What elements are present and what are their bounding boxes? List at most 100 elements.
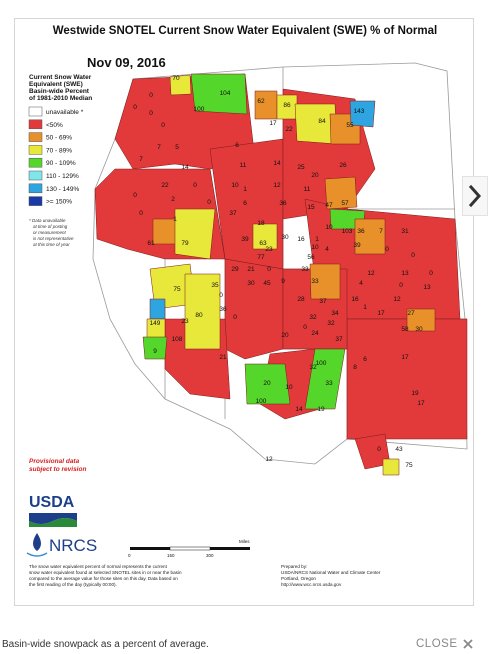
legend-swatch: [28, 119, 43, 130]
basin-region-yellow-or2: [174, 208, 216, 260]
basin-region-green-az1: [244, 363, 291, 405]
basin-value-label: 6: [235, 142, 239, 149]
legend-items: unavailable * <50% 50 - 69% 70 - 89% 90 - 10…: [28, 106, 84, 206]
legend: Current Snow Water Equivalent (SWE) Basi…: [28, 74, 92, 247]
basin-value-label: 36: [219, 306, 227, 313]
basin-region-red-co: [346, 318, 468, 440]
basin-value-label: 30: [415, 326, 423, 333]
basin-region-orange-mt1: [254, 90, 278, 120]
basin-value-label: 21: [247, 266, 255, 273]
nrcs-wave-icon: [26, 552, 48, 557]
basin-region-cyan-ca2: [149, 298, 166, 320]
basin-value-label: 16: [297, 236, 305, 243]
basin-value-label: 24: [311, 330, 319, 337]
basin-value-label: 13: [423, 284, 431, 291]
basin-value-label: 0: [161, 122, 165, 129]
close-button[interactable]: CLOSE: [416, 638, 474, 650]
basin-value-label: 56: [307, 254, 315, 261]
basin-value-label: 31: [401, 228, 409, 235]
basin-region-yellow-ca1: [184, 273, 221, 350]
basin-value-label: 39: [353, 242, 361, 249]
usda-logo-swoosh-blue: [29, 513, 77, 524]
basin-regions: [94, 73, 468, 476]
legend-label: 110 - 129%: [46, 173, 79, 180]
prepared-line-4: http://www.wcc.nrcs.usda.gov: [281, 582, 342, 587]
basin-region-orange-co1: [406, 308, 436, 332]
map-title: Westwide SNOTEL Current Snow Water Equiv…: [52, 25, 438, 37]
basin-value-label: 0: [139, 210, 143, 217]
close-icon: [462, 639, 473, 649]
note-line-2: snow water equivalent found at selected …: [29, 570, 182, 575]
basin-value-label: 6: [243, 200, 247, 207]
basin-value-label: 75: [173, 286, 181, 293]
basin-value-label: 0: [149, 92, 153, 99]
legend-footnote-line-1: * Data unavailable: [29, 218, 66, 223]
basin-value-label: 18: [257, 220, 265, 227]
basin-value-label: 7: [379, 228, 383, 235]
basin-value-label: 10: [285, 384, 293, 391]
basin-value-label: 12: [393, 296, 401, 303]
basin-value-label: 63: [259, 240, 267, 247]
basin-value-label: 29: [231, 266, 239, 273]
basin-region-orange-wy3: [354, 218, 386, 255]
basin-value-label: 4: [325, 246, 329, 253]
basin-value-label: 14: [273, 160, 281, 167]
note-line-1: The snow water equivalent percent of nor…: [29, 564, 168, 569]
basin-value-label: 104: [220, 90, 231, 97]
legend-label: unavailable *: [46, 109, 84, 116]
basin-value-label: 0: [133, 192, 137, 199]
snotel-map: Westwide SNOTEL Current Snow Water Equiv…: [14, 18, 474, 606]
usda-logo-swoosh-green: [29, 518, 77, 527]
basin-value-label: 20: [281, 332, 289, 339]
basin-value-label: 25: [297, 164, 305, 171]
basin-region-cyan-mt5: [349, 100, 376, 128]
basin-value-label: 149: [150, 320, 161, 327]
legend-title-line-3: Basin-wide Percent: [29, 88, 90, 95]
basin-value-label: 17: [417, 400, 425, 407]
basin-value-label: 23: [181, 318, 189, 325]
provisional-note-line-1: Provisional data: [29, 458, 80, 465]
scale-tick-300: 300: [206, 553, 214, 558]
basin-value-label: 86: [283, 102, 291, 109]
legend-label: 90 - 109%: [46, 160, 76, 167]
basin-value-label: 0: [399, 282, 403, 289]
basin-value-label: 1: [173, 216, 177, 223]
legend-label: >= 150%: [46, 199, 72, 206]
basin-value-label: 34: [331, 310, 339, 317]
basin-value-label: 26: [339, 162, 347, 169]
basin-value-label: 14: [295, 406, 303, 413]
basin-value-label: 77: [257, 254, 265, 261]
legend-footnote-line-4: is not representative: [33, 236, 74, 241]
basin-value-label: 11: [240, 162, 247, 169]
basin-value-label: 1: [363, 304, 367, 311]
basin-region-orange-ut1: [309, 263, 341, 300]
legend-title-line-1: Current Snow Water: [29, 74, 92, 81]
basin-value-label: 17: [377, 310, 385, 317]
basin-value-label: 32: [309, 314, 317, 321]
basin-value-label: 4: [359, 280, 363, 287]
basin-value-label: 37: [229, 210, 237, 217]
legend-swatch: [28, 157, 43, 168]
basin-value-label: 7: [139, 156, 143, 163]
legend-swatch: [28, 170, 43, 181]
basin-value-label: 57: [341, 200, 349, 207]
close-label: CLOSE: [416, 638, 458, 650]
basin-value-label: 0: [233, 314, 237, 321]
basin-value-label: 0: [207, 199, 211, 206]
scale-tick-0: 0: [128, 553, 131, 558]
legend-swatch: [28, 183, 43, 194]
basin-value-label: 43: [395, 446, 403, 453]
basin-value-label: 45: [263, 280, 271, 287]
basin-value-label: 20: [311, 172, 319, 179]
basin-value-label: 12: [367, 270, 375, 277]
prepared-line-1: Prepared by:: [281, 564, 307, 569]
basin-value-label: 28: [297, 296, 305, 303]
map-date: Nov 09, 2016: [87, 55, 166, 70]
basin-value-label: 32: [309, 364, 317, 371]
basin-value-label: 2: [171, 196, 175, 203]
legend-swatch: [28, 132, 43, 142]
basin-value-label: 7: [157, 144, 161, 151]
basin-value-label: 17: [401, 354, 409, 361]
next-image-button[interactable]: [462, 176, 488, 216]
